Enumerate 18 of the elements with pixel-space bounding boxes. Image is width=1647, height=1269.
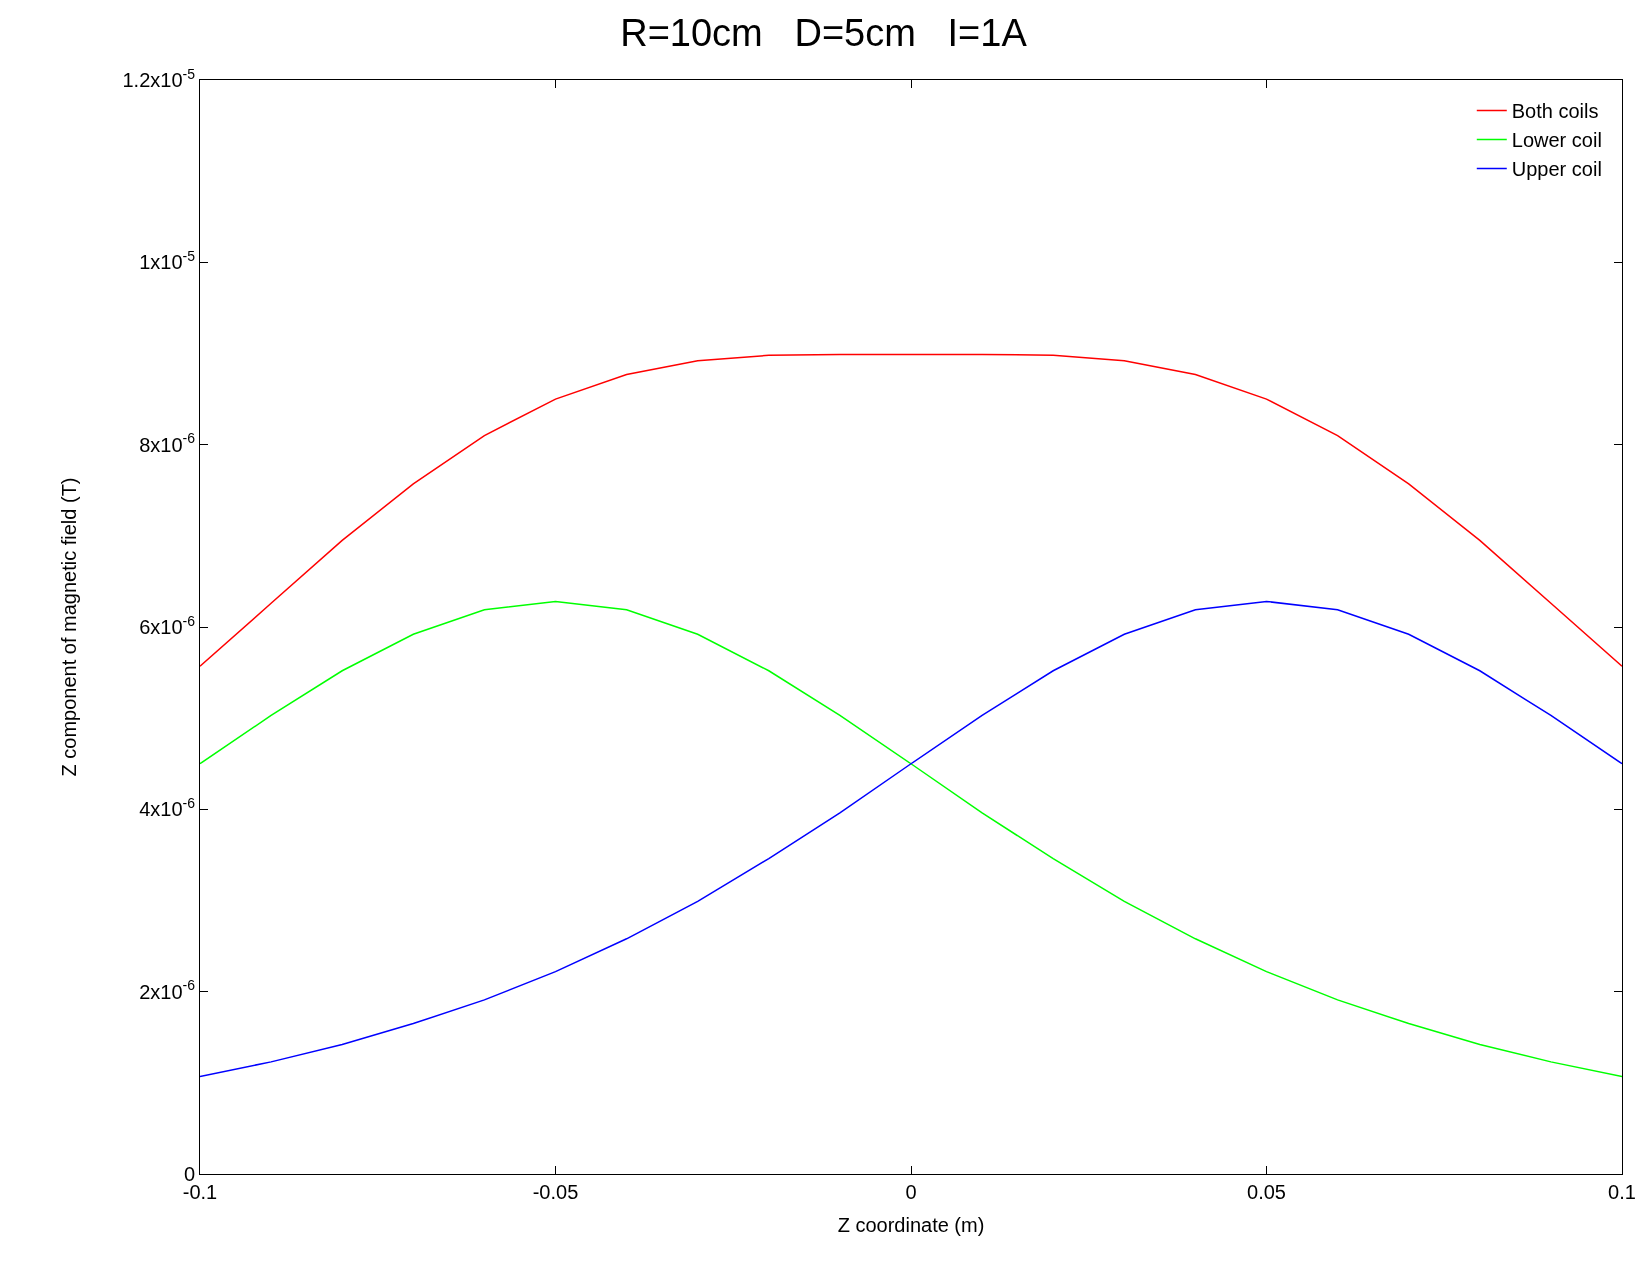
y-tick-label: 1x10$^{-5}$ [139,247,196,274]
y-tick-label: 6x10$^{-6}$ [139,612,196,638]
y-tick-label: 8x10$^{-6}$ [139,430,196,456]
x-tick-label: 0.05 [1247,1181,1286,1203]
x-axis-title: Z coordinate (m) [837,1213,985,1236]
legend-label: Upper coil [1511,158,1602,181]
line-series [200,600,1622,1078]
y-tick-label: 4x10$^{-6}$ [139,794,196,821]
x-tick-label: 0.1 [1608,1181,1636,1203]
legend-label: Both coils [1511,100,1599,123]
chart-title: R=10cm D=5cm I=1A [620,11,1028,54]
y-tick-label: 2x10$^{-6}$ [139,977,196,1003]
x-tick-label: 0 [905,1181,917,1203]
y-axis-title: Z component of magnetic field (T) [57,477,80,777]
legend-label: Lower coil [1511,129,1602,152]
line-series [200,353,1622,667]
x-tick-label: -0.05 [532,1181,579,1203]
y-tick-label: 1.2x10$^{-5}$ [122,65,196,91]
